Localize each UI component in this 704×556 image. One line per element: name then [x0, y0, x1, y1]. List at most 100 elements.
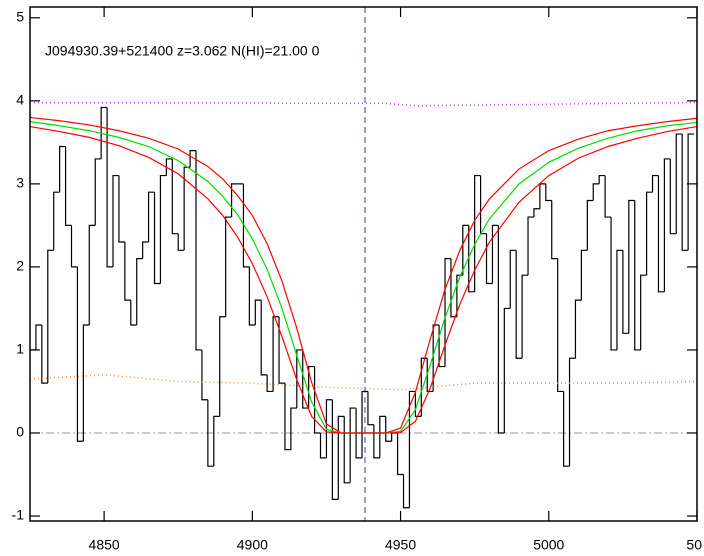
- flux-step: [242, 183, 250, 268]
- flux-step: [628, 199, 635, 334]
- flux-step: [213, 415, 220, 467]
- flux-step: [64, 146, 72, 226]
- flux-step: [610, 217, 617, 351]
- flux-step: [124, 241, 131, 301]
- flux-step: [177, 233, 185, 251]
- flux-step: [527, 216, 534, 276]
- flux-step: [219, 316, 226, 417]
- flux-step: [687, 133, 695, 251]
- flux-step: [675, 133, 683, 234]
- flux-step: [485, 233, 493, 285]
- flux-step: [551, 200, 558, 260]
- flux-step: [331, 399, 339, 501]
- flux-step: [248, 266, 256, 326]
- x-tick-label: 4850: [89, 537, 120, 553]
- flux-step: [497, 225, 505, 434]
- flux-step: [681, 134, 689, 251]
- flux-step: [622, 250, 629, 334]
- flux-step: [557, 258, 564, 393]
- flux-step: [278, 316, 285, 384]
- flux-step: [574, 299, 582, 359]
- flux-step: [396, 432, 404, 476]
- flux-step: [657, 175, 665, 293]
- flux-step: [165, 158, 173, 176]
- flux-step: [136, 258, 143, 326]
- flux-step: [266, 374, 274, 393]
- flux-step: [604, 175, 612, 218]
- y-tick-label: 0: [16, 424, 24, 440]
- flux-step: [521, 274, 529, 359]
- flux-step: [669, 158, 677, 235]
- flux-step: [586, 199, 594, 251]
- flux-step: [414, 391, 422, 417]
- flux-step: [35, 324, 42, 350]
- x-tick-label: 4900: [237, 537, 268, 553]
- flux-step: [391, 432, 398, 442]
- fit-curve: [30, 120, 697, 434]
- flux-step: [260, 300, 268, 376]
- flux-step: [349, 407, 357, 483]
- flux-step: [598, 174, 606, 184]
- flux-step: [59, 145, 66, 193]
- flux-step: [491, 224, 499, 284]
- flux-step: [272, 316, 280, 392]
- flux-step: [432, 324, 440, 392]
- flux-step: [53, 191, 60, 251]
- flux-step: [580, 249, 588, 301]
- flux-step: [646, 191, 653, 276]
- flux-step: [142, 241, 149, 259]
- flux-step: [290, 407, 297, 450]
- flux-step: [373, 424, 380, 459]
- dotted-curve: [30, 374, 697, 391]
- flux-step: [651, 174, 659, 193]
- flux-step: [444, 258, 451, 367]
- dotted-curve: [30, 101, 697, 107]
- flux-step: [385, 416, 392, 442]
- flux-step: [426, 358, 434, 393]
- chart-title: J094930.39+521400 z=3.062 N(HI)=21.00 0: [45, 43, 320, 59]
- flux-step: [88, 224, 96, 326]
- flux-step: [147, 191, 155, 242]
- flux-step: [106, 107, 114, 268]
- flux-step: [100, 106, 108, 159]
- flux-step: [438, 325, 446, 368]
- flux-step: [159, 174, 167, 284]
- flux-step: [225, 216, 232, 317]
- flux-step: [468, 225, 475, 293]
- flux-step: [402, 474, 410, 509]
- frame: [29, 6, 698, 522]
- flux-step: [189, 150, 197, 168]
- flux-step: [355, 408, 363, 459]
- flux-step: [539, 183, 546, 209]
- flux-step: [94, 158, 102, 226]
- y-tick-label: 1: [16, 341, 24, 357]
- flux-step: [367, 391, 374, 426]
- flux-step: [568, 357, 576, 467]
- plot-area: [30, 7, 697, 521]
- flux-step: [230, 183, 238, 218]
- x-tick-label: 50: [686, 537, 702, 553]
- flux-step: [616, 249, 623, 350]
- flux-step: [201, 349, 208, 401]
- fit-curve: [30, 125, 697, 434]
- flux-step: [474, 174, 481, 292]
- flux-step: [70, 225, 78, 268]
- fit-curve: [30, 116, 697, 434]
- y-tick-label: 5: [16, 8, 24, 24]
- flux-step: [663, 158, 671, 292]
- flux-step: [325, 399, 333, 458]
- flux-step: [195, 150, 202, 351]
- flux-step: [343, 416, 351, 484]
- flux-step: [296, 349, 303, 409]
- flux-step: [171, 158, 179, 235]
- y-tick-label: 3: [16, 175, 24, 191]
- flux-step: [533, 208, 540, 218]
- flux-step: [545, 183, 552, 202]
- flux-step: [408, 390, 416, 508]
- flux-step: [634, 200, 641, 351]
- flux-step: [319, 432, 327, 459]
- flux-step: [337, 415, 345, 500]
- flux-step: [509, 249, 517, 309]
- flux-step: [640, 274, 647, 350]
